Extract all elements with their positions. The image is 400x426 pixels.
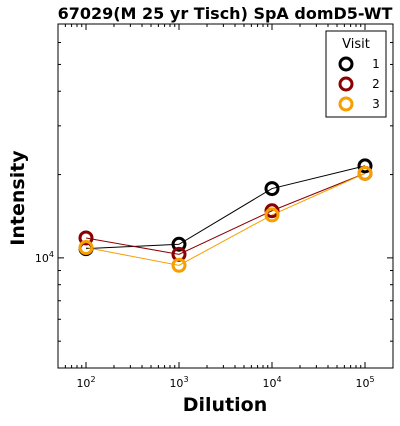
series-line-3 <box>85 172 366 266</box>
x-tick-label: 105 <box>355 375 374 390</box>
series-layer <box>78 158 373 273</box>
legend-label-2: 2 <box>372 77 380 91</box>
legend-box <box>325 30 387 118</box>
x-tick-label: 102 <box>76 375 95 390</box>
data-point-series-3 <box>78 240 94 256</box>
x-axis-label: Dilution <box>183 394 268 416</box>
data-point-series-3 <box>264 207 280 223</box>
data-point-series-1 <box>264 181 280 197</box>
data-point-series-3 <box>357 165 373 181</box>
x-tick-label: 104 <box>262 375 281 390</box>
legend-label-3: 3 <box>372 97 380 111</box>
series-line-2 <box>85 172 366 255</box>
series-line-1 <box>85 165 366 250</box>
data-point-series-2 <box>78 230 94 246</box>
x-tick-label: 103 <box>169 375 188 390</box>
y-axis-label: Intensity <box>7 150 29 246</box>
legend-marker-3 <box>338 96 354 112</box>
legend-title: Visit <box>342 37 370 52</box>
chart-title: 67029(M 25 yr Tisch) SpA domD5-WT <box>58 4 393 23</box>
legend-label-1: 1 <box>372 57 380 71</box>
y-tick-label: 104 <box>35 250 54 265</box>
plot-frame <box>57 23 394 369</box>
data-point-series-3 <box>171 257 187 273</box>
legend-marker-1 <box>338 56 354 72</box>
data-point-series-1 <box>357 158 373 174</box>
data-point-series-1 <box>171 236 187 252</box>
legend-marker-2 <box>338 76 354 92</box>
